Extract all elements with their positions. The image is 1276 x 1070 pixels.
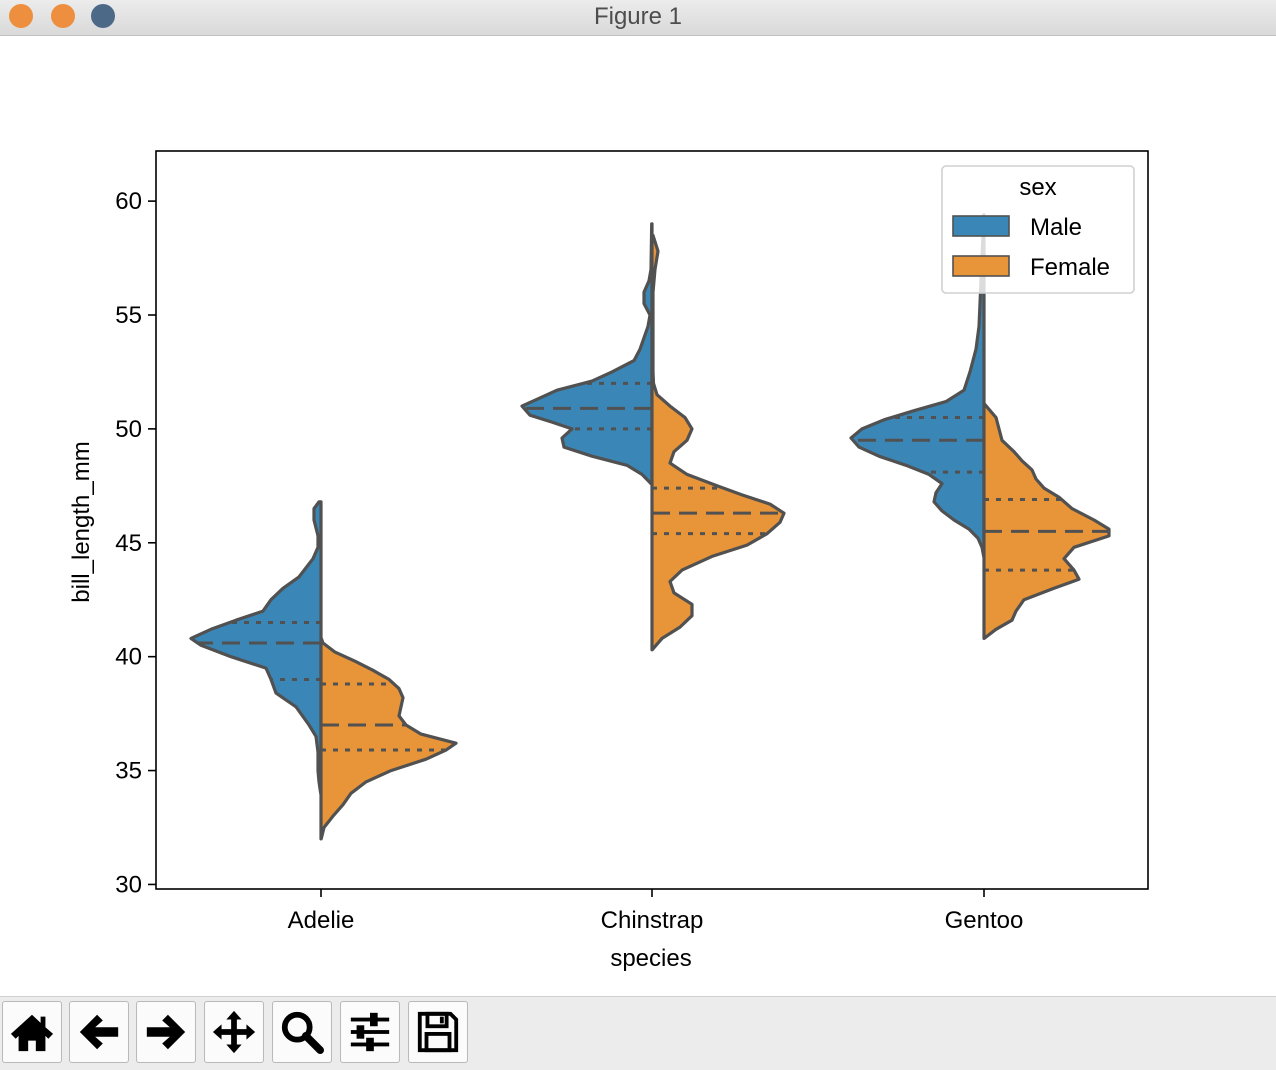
legend-swatch-male [952, 215, 1010, 237]
floppy-disk-icon [417, 1011, 459, 1053]
window-title: Figure 1 [593, 3, 683, 30]
legend-swatch-female [952, 255, 1010, 277]
magnifier-icon [281, 1011, 325, 1055]
y-tick-label: 35 [115, 758, 142, 785]
arrow-left-icon [79, 1014, 119, 1050]
x-tick-label: Gentoo [945, 907, 1024, 934]
violin-male-chinstrap [520, 222, 654, 486]
y-tick-label: 50 [115, 416, 142, 443]
home-icon [10, 1014, 54, 1052]
x-tick-label: Adelie [288, 907, 355, 934]
forward-button[interactable] [136, 1001, 196, 1063]
window-close-button[interactable] [9, 4, 33, 28]
window-minimize-button[interactable] [51, 4, 75, 28]
y-axis-label: bill_length_mm [68, 441, 95, 602]
figure-canvas: 30 35 40 45 50 55 60 Adelie Chinstrap Gentoo speci… [0, 36, 1276, 996]
violin-female-adelie [319, 636, 458, 841]
x-axis-label: species [610, 945, 691, 972]
zoom-button[interactable] [272, 1001, 332, 1063]
legend-label-male: Male [1030, 214, 1082, 241]
y-tick-label: 60 [115, 188, 142, 215]
window-zoom-button[interactable] [91, 4, 115, 28]
navigation-toolbar [0, 996, 1276, 1070]
y-tick-label: 55 [115, 302, 142, 329]
violin-chart: 30 35 40 45 50 55 60 Adelie Chinstrap Gentoo speci… [68, 150, 1149, 972]
y-tick-label: 45 [115, 530, 142, 557]
y-tick-label: 40 [115, 644, 142, 671]
sliders-icon [350, 1012, 390, 1052]
pan-button[interactable] [204, 1001, 264, 1063]
legend-label-female: Female [1030, 254, 1110, 281]
x-tick-label: Chinstrap [601, 907, 704, 934]
violin-female-gentoo [982, 402, 1111, 640]
configure-subplots-button[interactable] [340, 1001, 400, 1063]
y-tick-label: 30 [115, 871, 142, 898]
move-arrows-icon [212, 1010, 256, 1054]
arrow-right-icon [146, 1014, 186, 1050]
home-button[interactable] [2, 1001, 62, 1063]
legend-title: sex [1019, 174, 1056, 201]
back-button[interactable] [69, 1001, 129, 1063]
save-button[interactable] [408, 1001, 468, 1063]
violin-male-adelie [189, 500, 323, 795]
window-titlebar: Figure 1 [0, 0, 1276, 36]
violin-female-chinstrap [650, 233, 786, 652]
